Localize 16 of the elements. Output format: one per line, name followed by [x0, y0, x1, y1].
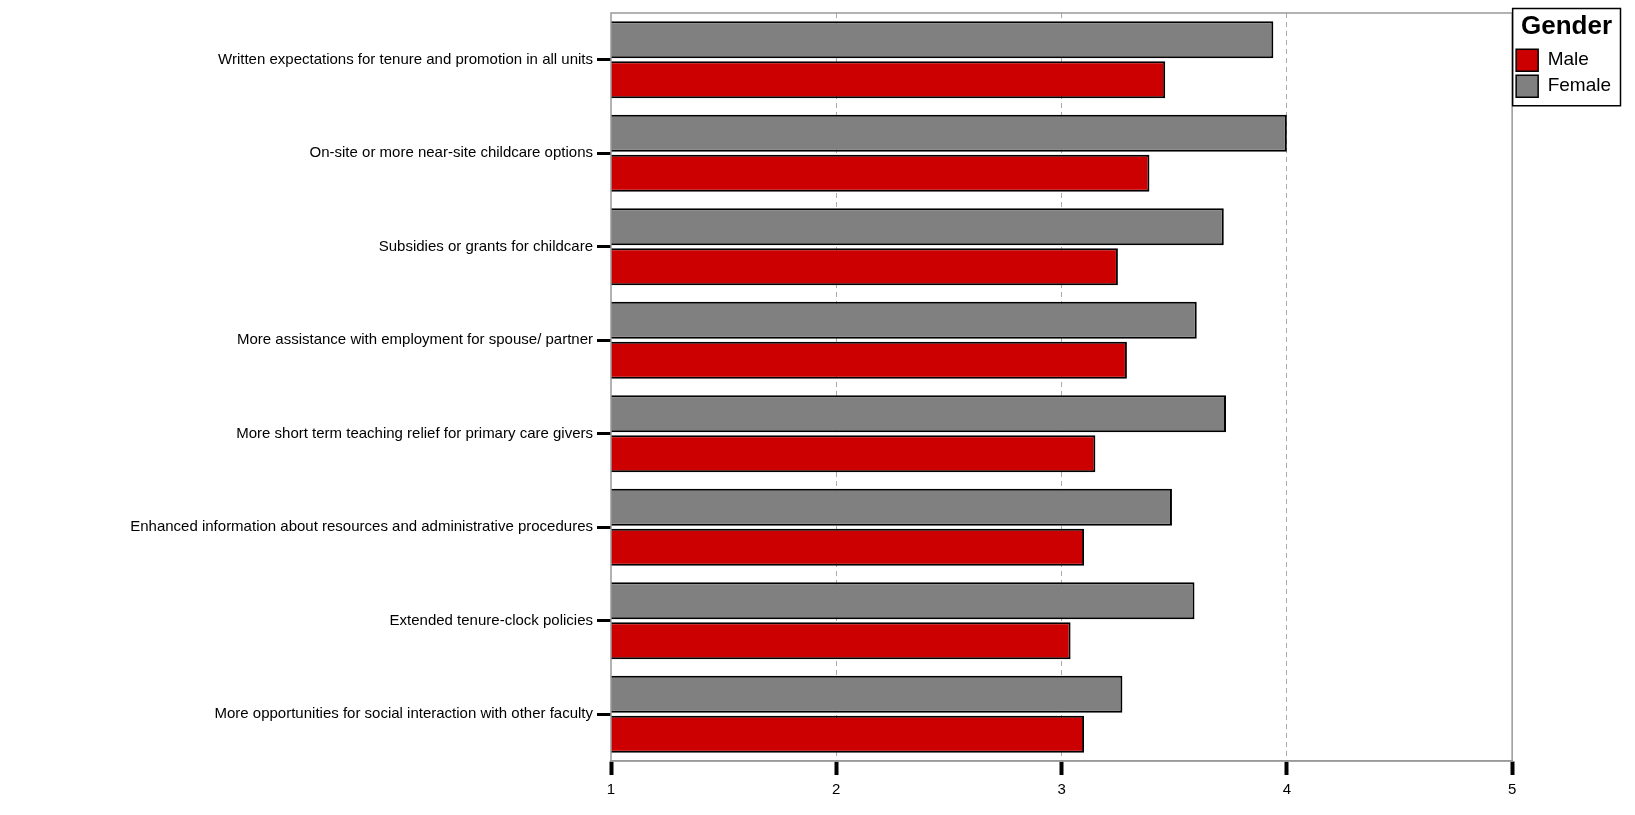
x-tick-label: 5	[1507, 780, 1517, 798]
y-tick-label: Subsidies or grants for childcare	[378, 236, 593, 254]
x-tick-label: 4	[1282, 780, 1292, 798]
y-tick-label: More opportunities for social interaction with other faculty	[214, 704, 594, 722]
y-tick-label: On-site or more near-site childcare options	[309, 143, 593, 161]
y-tick-label: More assistance with employment for spouse/ partner	[237, 330, 593, 348]
y-tick-label: More short term teaching relief for primary care givers	[236, 423, 593, 441]
y-tick-label: Extended tenure-clock policies	[389, 610, 593, 628]
y-tick-label: Written expectations for tenure and promotion in all units	[218, 49, 593, 67]
x-tick-label: 3	[1057, 780, 1066, 798]
x-tick-label: 2	[832, 780, 841, 798]
x-tick-label: 1	[606, 780, 616, 798]
y-tick-label: Enhanced information about resources and administrative procedures	[130, 517, 593, 535]
legend-label: Male	[1547, 48, 1589, 70]
legend-label: Female	[1547, 74, 1611, 96]
legend-title: Gender	[1521, 10, 1613, 41]
